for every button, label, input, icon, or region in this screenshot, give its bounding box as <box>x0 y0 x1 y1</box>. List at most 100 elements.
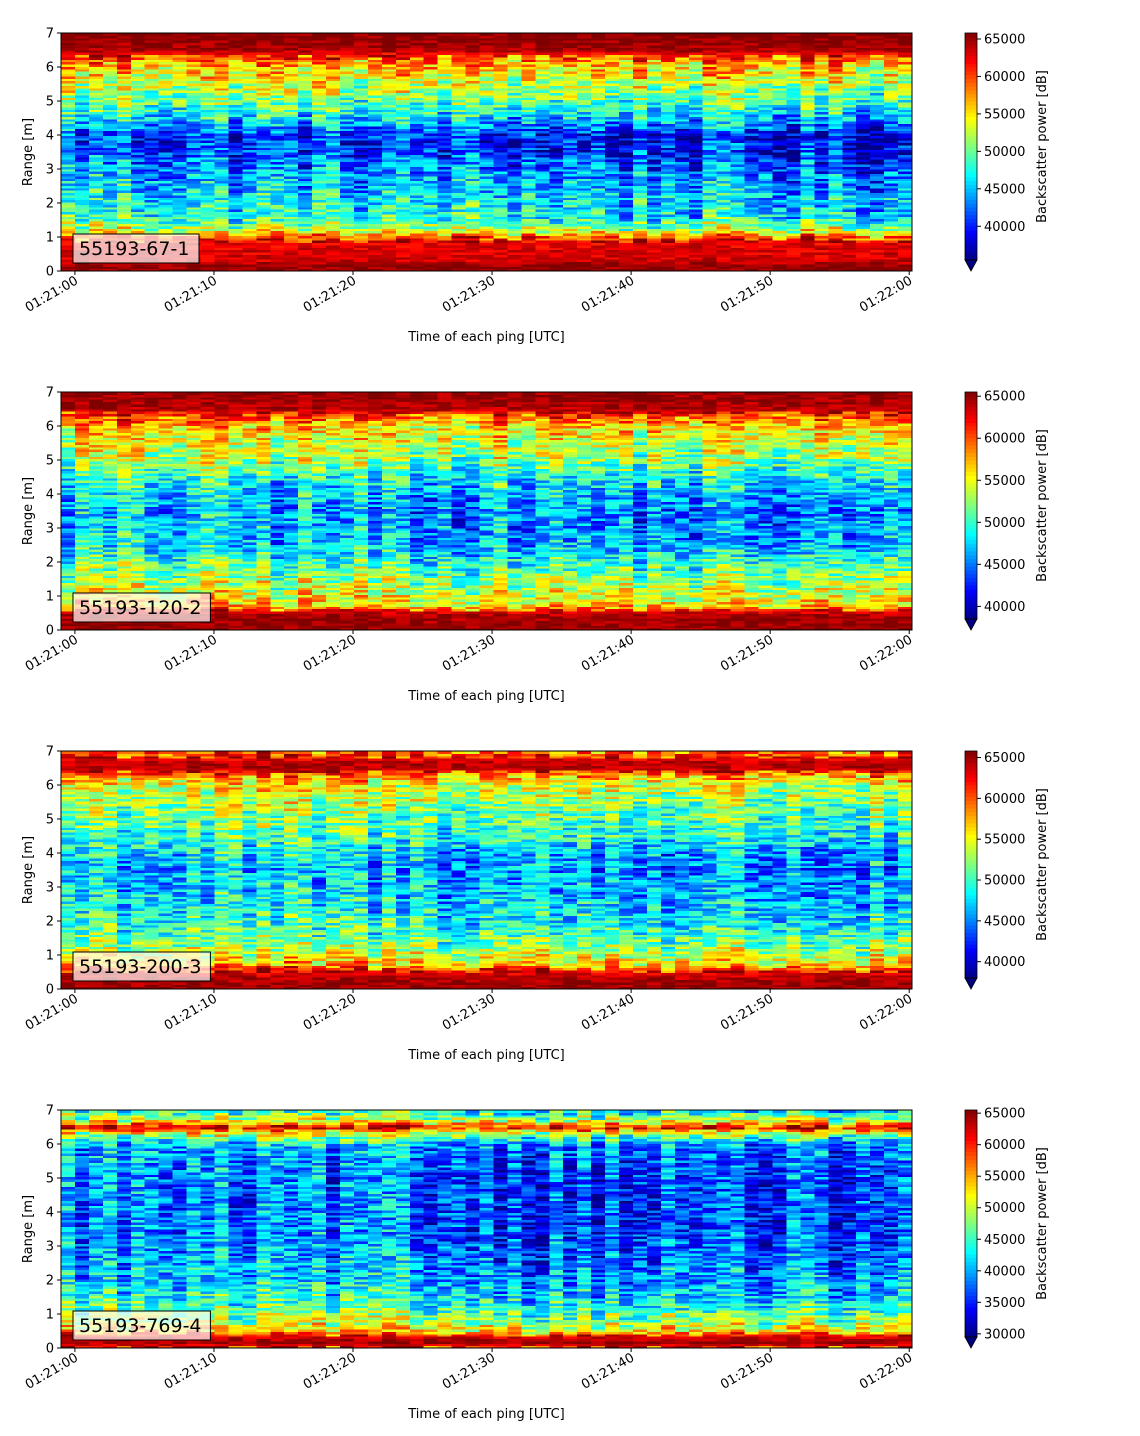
chart-panel-3: 0 1 2 3 4 5 6 7 01:21:00 01:21:10 01:21:20 01:21:30… <box>21 745 1050 1064</box>
colorbar-tick-label: 45000 <box>984 182 1025 197</box>
colorbar-tick-label: 55000 <box>984 1170 1025 1185</box>
y-tick-label: 1 <box>46 231 54 246</box>
x-tick-label: 01:21:10 <box>162 1350 220 1392</box>
y-tick-label: 3 <box>46 522 54 537</box>
y-tick-label: 7 <box>46 745 54 760</box>
colorbar-tick-label: 45000 <box>984 914 1025 929</box>
colorbar-tick-label: 65000 <box>984 32 1025 47</box>
colorbar-tick-label: 40000 <box>984 220 1025 235</box>
x-axis-label: Time of each ping [UTC] <box>407 330 565 345</box>
y-tick-label: 1 <box>46 1308 54 1323</box>
y-axis-label: Range [m] <box>21 477 36 545</box>
y-tick-label: 4 <box>46 847 54 862</box>
annotation-box <box>72 951 211 982</box>
panel-annotation: 55193-200-3 <box>72 951 211 982</box>
y-tick-label: 6 <box>46 420 54 435</box>
x-tick-label: 01:21:20 <box>301 991 359 1033</box>
x-tick-label: 01:21:00 <box>23 1350 81 1392</box>
colorbar-extend-min <box>964 1336 978 1349</box>
chart-panel-1: 0 1 2 3 4 5 6 7 01:21:00 01:21:10 01:21:20 01:21:30… <box>21 27 1050 346</box>
colorbar-tick-label: 55000 <box>984 474 1025 489</box>
colorbar-tick-label: 45000 <box>984 558 1025 573</box>
annotation-box <box>72 1310 211 1341</box>
colorbar-extend-min <box>964 618 978 631</box>
x-axis-label: Time of each ping [UTC] <box>407 1407 565 1422</box>
x-axis-label: Time of each ping [UTC] <box>407 1048 565 1063</box>
annotation-text: 55193-769-4 <box>79 1315 202 1337</box>
x-tick-label: 01:22:00 <box>857 632 915 674</box>
colorbar-tick-label: 35000 <box>984 1296 1025 1311</box>
colorbar-tick-label: 30000 <box>984 1327 1025 1342</box>
colorbar: 30000 35000 40000 45000 50000 55000 60000 65000… <box>964 1107 1050 1349</box>
x-tick-label: 01:22:00 <box>857 991 915 1033</box>
colorbar-tick-label: 40000 <box>984 955 1025 970</box>
panel-annotation: 55193-769-4 <box>72 1310 211 1341</box>
colorbar: 40000 45000 50000 55000 60000 65000 Backscatte… <box>964 390 1050 631</box>
y-tick-label: 2 <box>46 1274 54 1289</box>
colorbar-tick-label: 50000 <box>984 145 1025 160</box>
colorbar-tick-label: 50000 <box>984 1201 1025 1216</box>
y-tick-label: 0 <box>46 624 54 639</box>
colorbar: 40000 45000 50000 55000 60000 65000 Backscatte… <box>964 32 1050 272</box>
y-tick-label: 2 <box>46 197 54 212</box>
chart-panel-4: 0 1 2 3 4 5 6 7 01:21:00 01:21:10 01:21:20 01:21:30… <box>21 1104 1050 1423</box>
colorbar-extend-min <box>964 977 978 990</box>
chart-panel-2: 0 1 2 3 4 5 6 7 01:21:00 01:21:10 01:21:20 01:21:30… <box>21 386 1050 705</box>
x-tick-label: 01:21:50 <box>718 991 776 1033</box>
x-tick-label: 01:21:10 <box>162 991 220 1033</box>
x-tick-label: 01:21:00 <box>23 273 81 315</box>
x-axis-label: Time of each ping [UTC] <box>407 689 565 704</box>
colorbar-tick-label: 55000 <box>984 833 1025 848</box>
y-tick-label: 6 <box>46 1138 54 1153</box>
y-tick-label: 6 <box>46 61 54 76</box>
plot-frame <box>60 391 913 631</box>
colorbar-tick-label: 60000 <box>984 432 1025 447</box>
y-axis-label: Range [m] <box>21 836 36 904</box>
x-tick-label: 01:21:40 <box>579 273 637 315</box>
colorbar-tick-label: 55000 <box>984 107 1025 122</box>
heatmap-cells <box>61 392 913 631</box>
x-tick-label: 01:21:50 <box>718 273 776 315</box>
annotation-box <box>72 233 200 264</box>
colorbar-tick-label: 50000 <box>984 516 1025 531</box>
x-tick-label: 01:21:30 <box>440 273 498 315</box>
heatmap-cells <box>61 751 913 990</box>
y-tick-label: 0 <box>46 1342 54 1357</box>
colorbar-tick-label: 60000 <box>984 792 1025 807</box>
colorbar: 40000 45000 50000 55000 60000 65000 Backscatte… <box>964 750 1050 990</box>
x-tick-label: 01:21:30 <box>440 632 498 674</box>
y-tick-label: 1 <box>46 590 54 605</box>
colorbar-label: Backscatter power [dB] <box>1035 70 1050 223</box>
y-tick-label: 0 <box>46 265 54 280</box>
panel-annotation: 55193-120-2 <box>72 592 211 623</box>
y-tick-label: 0 <box>46 983 54 998</box>
annotation-box <box>72 592 211 623</box>
x-tick-label: 01:21:00 <box>23 991 81 1033</box>
colorbar-tick-label: 40000 <box>984 600 1025 615</box>
annotation-text: 55193-200-3 <box>79 956 202 978</box>
y-tick-label: 3 <box>46 1240 54 1255</box>
x-tick-label: 01:21:30 <box>440 991 498 1033</box>
x-tick-label: 01:21:20 <box>301 632 359 674</box>
colorbar-extend-min <box>964 259 978 272</box>
y-tick-label: 2 <box>46 556 54 571</box>
colorbar-tick-label: 60000 <box>984 1138 1025 1153</box>
x-tick-label: 01:21:10 <box>162 632 220 674</box>
colorbar-tick-label: 50000 <box>984 874 1025 889</box>
y-tick-label: 2 <box>46 915 54 930</box>
x-tick-label: 01:21:20 <box>301 1350 359 1392</box>
colorbar-tick-label: 40000 <box>984 1264 1025 1279</box>
y-axis-label: Range [m] <box>21 118 36 186</box>
colorbar-tick-label: 65000 <box>984 390 1025 405</box>
heatmap-cells <box>61 1110 913 1349</box>
y-tick-label: 5 <box>46 454 54 469</box>
y-tick-label: 7 <box>46 27 54 42</box>
x-tick-label: 01:21:20 <box>301 273 359 315</box>
y-tick-label: 7 <box>46 1104 54 1119</box>
x-tick-label: 01:21:10 <box>162 273 220 315</box>
y-tick-label: 4 <box>46 1206 54 1221</box>
x-tick-label: 01:21:30 <box>440 1350 498 1392</box>
y-tick-label: 1 <box>46 949 54 964</box>
x-tick-label: 01:21:50 <box>718 1350 776 1392</box>
